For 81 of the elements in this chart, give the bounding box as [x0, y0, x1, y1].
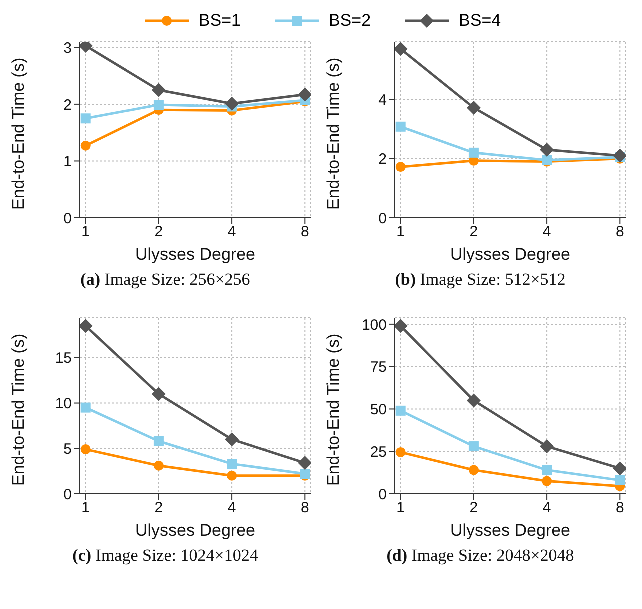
point — [154, 460, 164, 471]
point — [466, 100, 481, 115]
point — [468, 465, 479, 476]
point — [225, 96, 240, 111]
text: (a) Image Size: 256×256 — [80, 270, 252, 291]
x-tick-label: 1 — [396, 224, 406, 241]
x-axis-title: Ulysses Degree — [450, 245, 570, 264]
point — [80, 402, 91, 413]
x-tick-label: 8 — [616, 224, 624, 241]
point — [152, 83, 166, 98]
text: (d) Image Size: 2048×2048 — [386, 546, 576, 567]
point — [152, 387, 166, 402]
y-tick-label: 1 — [64, 154, 72, 171]
y-axis-title: End-to-End Time (s) — [9, 58, 28, 210]
point — [396, 122, 406, 132]
x-axis-title: Ulysses Degree — [136, 521, 256, 540]
y-tick-label: 0 — [378, 210, 387, 228]
text: (c) Image Size: 1024×1024 — [72, 546, 260, 567]
point — [80, 444, 91, 455]
x-tick-label: 2 — [470, 500, 478, 517]
point — [468, 148, 479, 158]
x-axis-title: Ulysses Degree — [450, 521, 570, 540]
x-tick-label: 4 — [228, 224, 236, 241]
x-tick-label: 1 — [82, 500, 90, 517]
y-tick-label: 2 — [378, 151, 387, 168]
x-tick-label: 8 — [300, 500, 310, 517]
y-tick-label: 50 — [370, 402, 387, 419]
y-tick-label: 100 — [362, 316, 387, 334]
point — [225, 432, 240, 447]
y-tick-label: 75 — [370, 359, 387, 376]
legend-label: BS=2 — [328, 11, 372, 31]
y-tick-label: 2 — [64, 96, 72, 114]
point — [80, 319, 93, 334]
point — [542, 476, 552, 486]
x-tick-label: 8 — [300, 224, 310, 241]
point — [468, 442, 479, 452]
x-tick-label: 4 — [542, 224, 552, 241]
y-axis-title: End-to-End Time (s) — [9, 334, 28, 486]
legend-label: BS=1 — [198, 11, 241, 31]
point — [540, 142, 554, 157]
y-tick-label: 3 — [64, 40, 72, 57]
y-tick-label: 0 — [64, 210, 72, 228]
text: (b) Image Size: 512×512 — [394, 270, 567, 291]
y-tick-label: 0 — [378, 486, 387, 504]
point — [298, 88, 311, 102]
x-tick-label: 1 — [82, 224, 90, 241]
x-tick-label: 4 — [542, 500, 552, 517]
y-tick-label: 5 — [64, 440, 72, 458]
point — [80, 114, 91, 124]
y-tick-label: 15 — [55, 350, 72, 368]
point — [615, 475, 626, 486]
point — [227, 459, 238, 470]
point — [154, 436, 164, 446]
x-tick-label: 2 — [154, 224, 164, 241]
y-tick-label: 0 — [64, 486, 72, 504]
x-axis-title: Ulysses Degree — [136, 245, 256, 264]
x-tick-label: 8 — [616, 500, 624, 517]
point — [613, 462, 626, 476]
y-tick-label: 25 — [370, 444, 387, 461]
point — [466, 394, 481, 408]
legend-label: BS=4 — [459, 11, 502, 31]
point — [154, 100, 164, 110]
x-tick-label: 2 — [470, 224, 478, 241]
point — [396, 447, 406, 458]
point — [613, 148, 626, 163]
point — [298, 456, 311, 470]
point — [227, 470, 238, 481]
point — [395, 319, 408, 334]
point — [80, 140, 91, 151]
point — [395, 42, 408, 56]
y-axis-title: End-to-End Time (s) — [324, 58, 344, 210]
x-tick-label: 1 — [396, 500, 406, 517]
point — [396, 406, 406, 416]
point — [396, 162, 406, 172]
y-tick-label: 4 — [378, 92, 387, 110]
x-tick-label: 2 — [154, 500, 164, 517]
y-tick-label: 10 — [55, 396, 72, 413]
point — [540, 440, 554, 454]
x-tick-label: 4 — [228, 500, 236, 517]
y-axis-title: End-to-End Time (s) — [324, 334, 344, 486]
point — [542, 465, 552, 476]
